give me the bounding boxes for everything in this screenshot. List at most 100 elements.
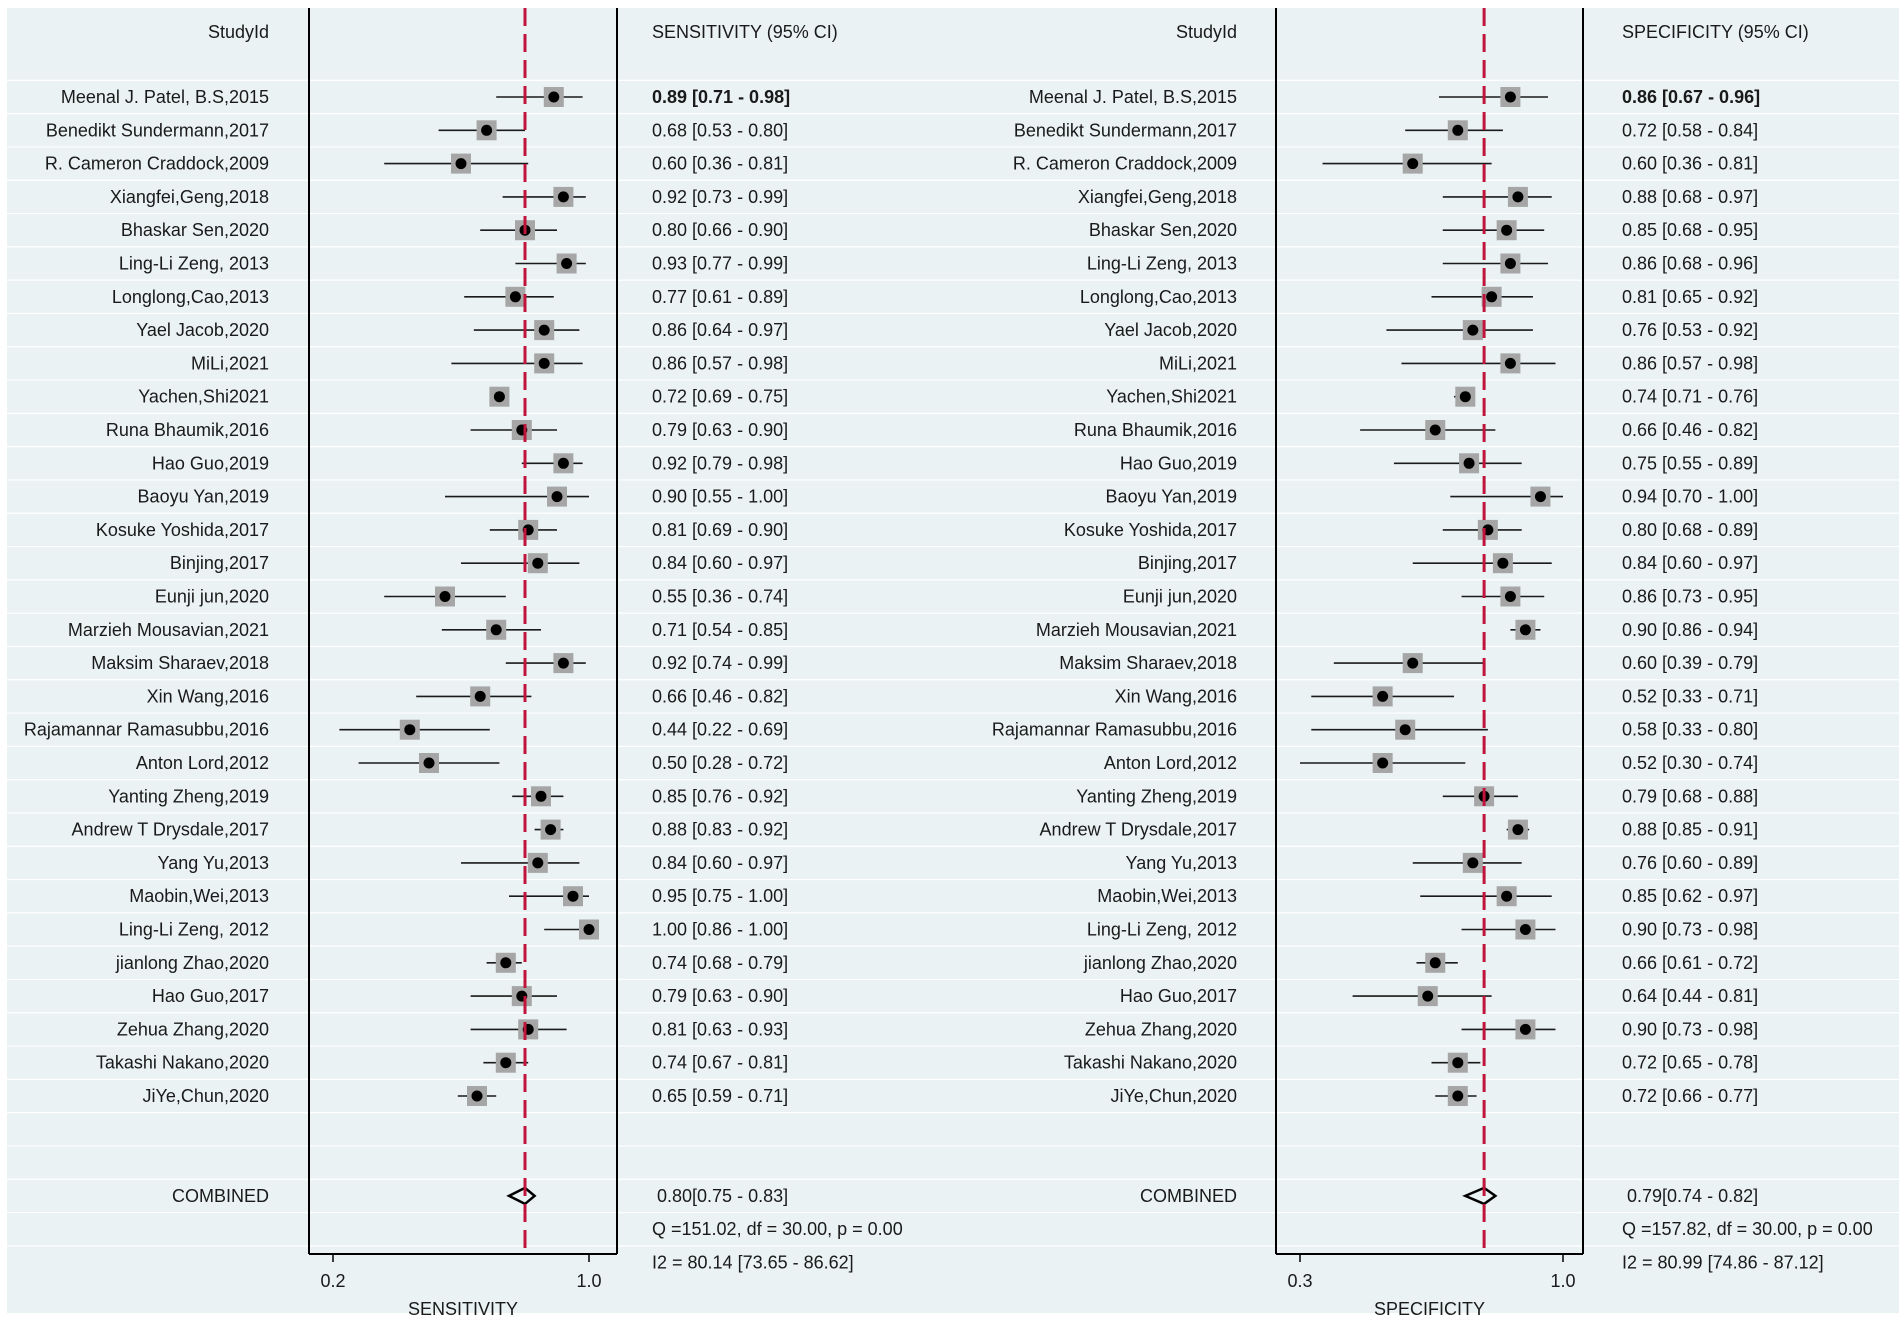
study-ci-text: 0.65 [0.59 - 0.71] (652, 1086, 788, 1106)
study-ci-text: 0.89 [0.71 - 0.98] (652, 87, 790, 107)
study-point-estimate (490, 624, 502, 636)
study-point-estimate (1501, 224, 1513, 236)
study-name: Bhaskar Sen,2020 (1089, 220, 1237, 240)
study-name: MiLi,2021 (1159, 353, 1237, 373)
study-ci-text: 0.93 [0.77 - 0.99] (652, 254, 788, 274)
study-ci-text: 0.90 [0.55 - 1.00] (652, 487, 788, 507)
study-point-estimate (1407, 158, 1419, 170)
study-name: Xiangfei,Geng,2018 (1078, 187, 1237, 207)
study-ci-text: 0.81 [0.63 - 0.93] (652, 1019, 788, 1039)
study-name: Ling-Li Zeng, 2013 (1087, 254, 1237, 274)
study-name: Benedikt Sundermann,2017 (46, 120, 269, 140)
study-name: R. Cameron Craddock,2009 (1013, 154, 1237, 174)
study-point-estimate (1377, 690, 1389, 702)
study-name: Zehua Zhang,2020 (1085, 1019, 1237, 1039)
study-ci-text: 0.86 [0.64 - 0.97] (652, 320, 788, 340)
study-ci-text: 0.90 [0.73 - 0.98] (1622, 1019, 1758, 1039)
study-ci-text: 0.90 [0.73 - 0.98] (1622, 920, 1758, 940)
study-point-estimate (1512, 191, 1524, 203)
study-name: Anton Lord,2012 (136, 753, 269, 773)
study-name: Maobin,Wei,2013 (1097, 886, 1237, 906)
study-name: Baoyu Yan,2019 (1106, 487, 1237, 507)
study-point-estimate (532, 557, 544, 569)
study-name: Yael Jacob,2020 (1104, 320, 1237, 340)
study-ci-text: 0.80 [0.68 - 0.89] (1622, 520, 1758, 540)
study-point-estimate (500, 1057, 512, 1069)
study-ci-text: 0.90 [0.86 - 0.94] (1622, 620, 1758, 640)
study-point-estimate (532, 857, 544, 869)
study-point-estimate (1504, 357, 1516, 369)
study-ci-text: 0.50 [0.28 - 0.72] (652, 753, 788, 773)
study-name: Yael Jacob,2020 (136, 320, 269, 340)
x-axis-label: SPECIFICITY (1374, 1299, 1485, 1319)
study-ci-text: 0.79 [0.68 - 0.88] (1622, 786, 1758, 806)
study-point-estimate (557, 191, 569, 203)
x-tick-label: 1.0 (1550, 1271, 1575, 1291)
study-id-header: StudyId (208, 22, 269, 42)
study-point-estimate (1504, 258, 1516, 269)
study-point-estimate (493, 391, 505, 403)
heterogeneity-i2: I2 = 80.14 [73.65 - 86.62] (652, 1253, 854, 1273)
study-point-estimate (1534, 491, 1546, 503)
study-ci-text: 0.92 [0.74 - 0.99] (652, 653, 788, 673)
study-id-header: StudyId (1176, 22, 1237, 42)
study-ci-text: 0.44 [0.22 - 0.69] (652, 720, 788, 740)
study-name: Marzieh Mousavian,2021 (68, 620, 269, 640)
study-ci-text: 0.72 [0.65 - 0.78] (1622, 1053, 1758, 1073)
study-name: Takashi Nakano,2020 (96, 1053, 269, 1073)
heterogeneity-q: Q =157.82, df = 30.00, p = 0.00 (1622, 1219, 1873, 1239)
study-ci-text: 0.85 [0.62 - 0.97] (1622, 886, 1758, 906)
study-point-estimate (439, 591, 451, 602)
study-point-estimate (1504, 591, 1516, 602)
study-name: Longlong,Cao,2013 (112, 287, 269, 307)
study-name: Xin Wang,2016 (1115, 686, 1237, 706)
study-ci-text: 0.85 [0.68 - 0.95] (1622, 220, 1758, 240)
study-ci-text: 0.66 [0.61 - 0.72] (1622, 953, 1758, 973)
study-name: Ling-Li Zeng, 2012 (119, 920, 269, 940)
study-name: R. Cameron Craddock,2009 (45, 154, 269, 174)
study-name: Bhaskar Sen,2020 (121, 220, 269, 240)
study-name: jianlong Zhao,2020 (1083, 953, 1237, 973)
study-point-estimate (557, 657, 569, 669)
study-name: Maksim Sharaev,2018 (91, 653, 269, 673)
study-ci-text: 0.58 [0.33 - 0.80] (1622, 720, 1758, 740)
study-ci-text: 1.00 [0.86 - 1.00] (652, 920, 788, 940)
heterogeneity-q: Q =151.02, df = 30.00, p = 0.00 (652, 1219, 903, 1239)
study-point-estimate (455, 158, 467, 170)
study-ci-text: 0.60 [0.36 - 0.81] (652, 154, 788, 174)
study-name: Eunji jun,2020 (1123, 587, 1237, 607)
study-ci-text: 0.86 [0.68 - 0.96] (1622, 254, 1758, 274)
study-ci-text: 0.60 [0.36 - 0.81] (1622, 154, 1758, 174)
study-name: Baoyu Yan,2019 (138, 487, 269, 507)
study-name: Zehua Zhang,2020 (117, 1019, 269, 1039)
study-ci-text: 0.92 [0.79 - 0.98] (652, 453, 788, 473)
study-point-estimate (1429, 424, 1441, 436)
study-ci-text: 0.79 [0.63 - 0.90] (652, 986, 788, 1006)
combined-diamond (1462, 1186, 1498, 1206)
study-point-estimate (1504, 91, 1516, 103)
study-name: Hao Guo,2017 (1120, 986, 1237, 1006)
study-point-estimate (1407, 657, 1419, 669)
study-ci-text: 0.68 [0.53 - 0.80] (652, 120, 788, 140)
study-name: Kosuke Yoshida,2017 (1064, 520, 1237, 540)
study-name: Yang Yu,2013 (1126, 853, 1237, 873)
study-name: Binjing,2017 (1138, 553, 1237, 573)
study-ci-text: 0.74 [0.68 - 0.79] (652, 953, 788, 973)
study-ci-text: 0.95 [0.75 - 1.00] (652, 886, 788, 906)
study-point-estimate (1486, 291, 1498, 303)
study-name: Maksim Sharaev,2018 (1059, 653, 1237, 673)
study-point-estimate (1501, 890, 1513, 902)
study-ci-text: 0.88 [0.83 - 0.92] (652, 820, 788, 840)
ci-column-header: SENSITIVITY (95% CI) (652, 22, 838, 42)
study-ci-text: 0.84 [0.60 - 0.97] (652, 553, 788, 573)
study-ci-text: 0.86 [0.67 - 0.96] (1622, 87, 1760, 107)
study-name: Yanting Zheng,2019 (108, 786, 269, 806)
study-name: Binjing,2017 (170, 553, 269, 573)
study-ci-text: 0.72 [0.69 - 0.75] (652, 387, 788, 407)
study-ci-text: 0.80 [0.66 - 0.90] (652, 220, 788, 240)
study-point-estimate (1429, 957, 1441, 969)
study-name: Hao Guo,2017 (152, 986, 269, 1006)
study-ci-text: 0.52 [0.33 - 0.71] (1622, 686, 1758, 706)
study-name: Andrew T Drysdale,2017 (72, 820, 269, 840)
x-tick-label: 1.0 (576, 1271, 601, 1291)
